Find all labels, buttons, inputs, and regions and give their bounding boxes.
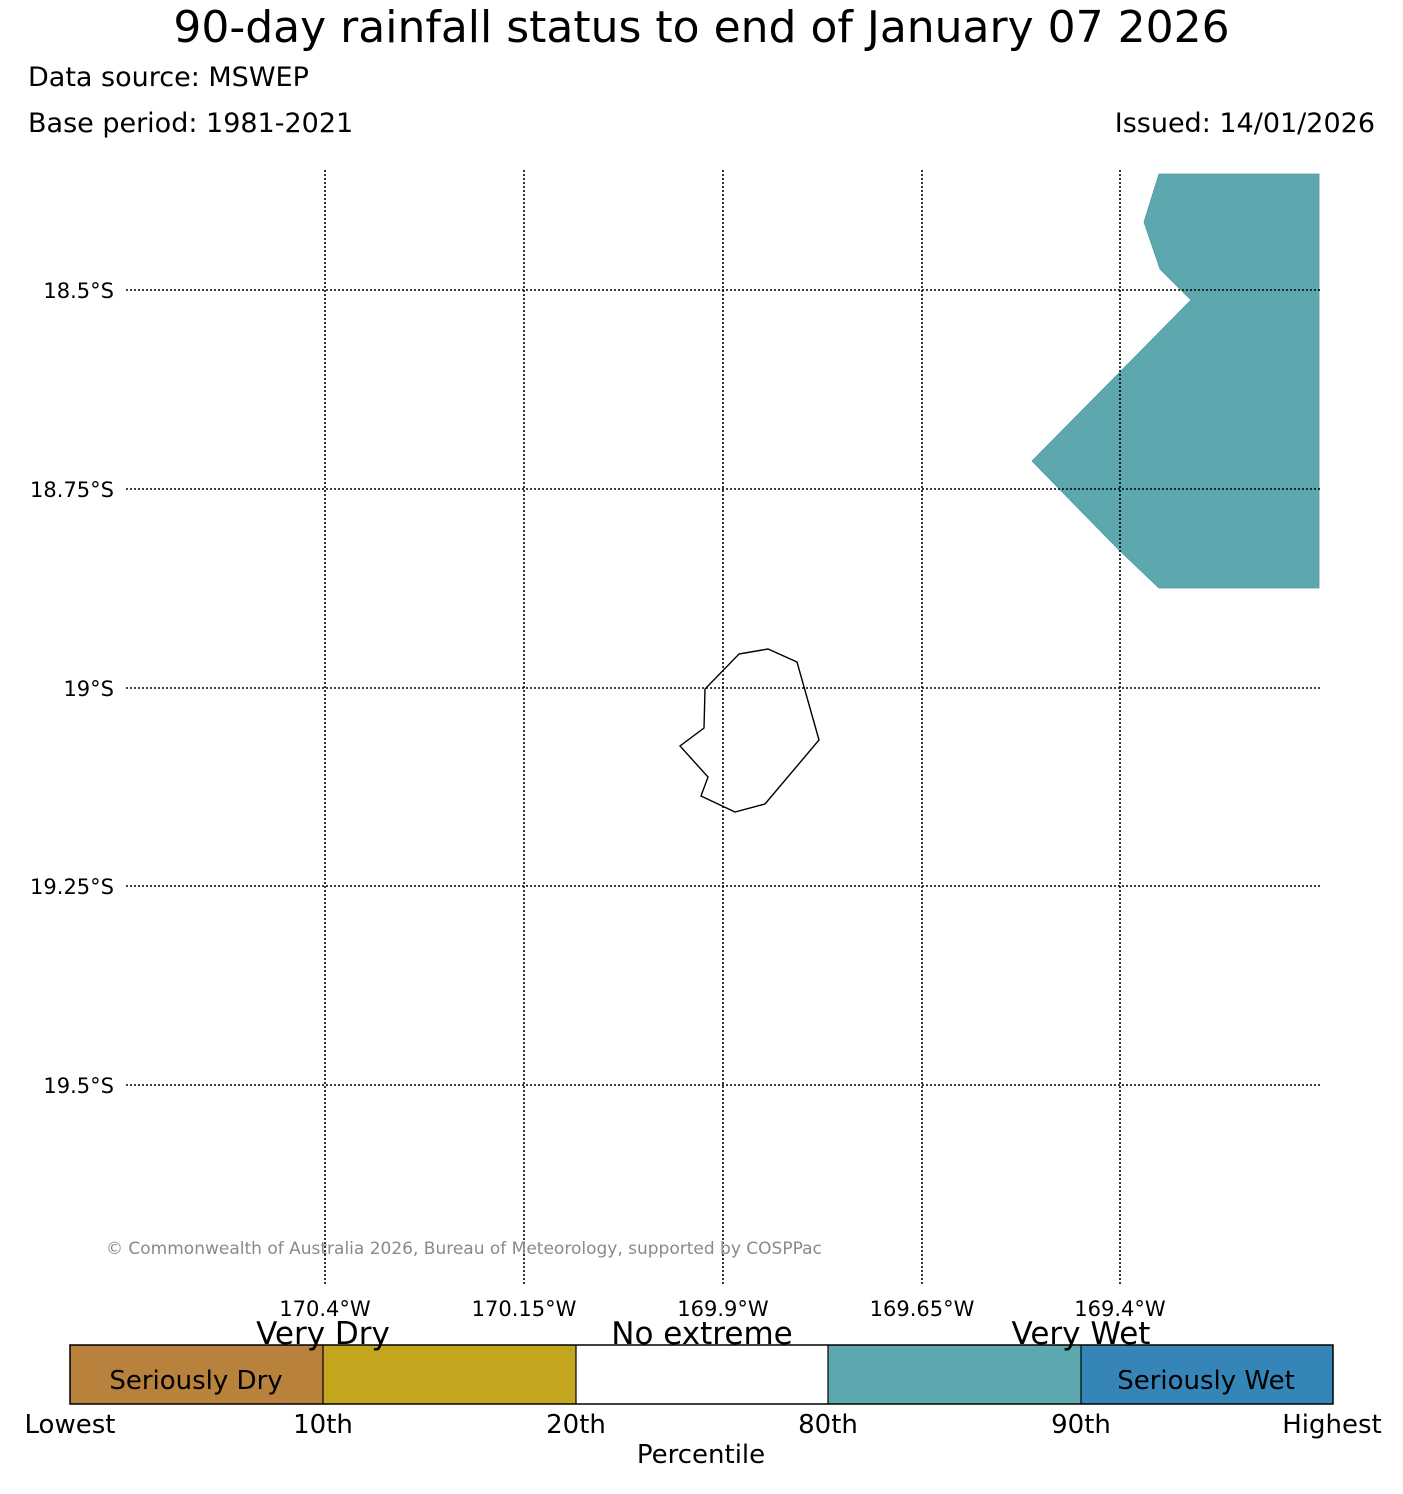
lat-label: 19°S (63, 677, 114, 701)
legend-label-very-wet: Very Wet (1011, 1316, 1151, 1352)
legend-label-very-dry: Very Dry (256, 1316, 390, 1352)
lat-label: 19.25°S (30, 875, 114, 899)
very-wet-region (1031, 173, 1320, 589)
legend-tick-20th: 20th (546, 1410, 606, 1440)
island-coastline (678, 648, 820, 813)
lon-label: 169.65°W (870, 1297, 975, 1321)
lat-label: 19.5°S (43, 1074, 114, 1098)
legend-tick-lowest: Lowest (24, 1410, 116, 1440)
legend-very-dry-swatch (323, 1345, 576, 1404)
legend-border (69, 1344, 1334, 1405)
legend-tick-90th: 90th (1051, 1410, 1111, 1440)
legend-tick-highest: Highest (1282, 1410, 1382, 1440)
lon-label: 170.15°W (472, 1297, 577, 1321)
latitude-labels: 18.5°S 18.75°S 19°S 19.25°S 19.5°S (30, 279, 114, 1098)
legend-label-no-extreme: No extreme (611, 1316, 793, 1352)
data-source-label: Data source: MSWEP (28, 62, 309, 93)
lon-label: 169.9°W (677, 1297, 769, 1321)
lon-label: 170.4°W (279, 1297, 371, 1321)
longitude-labels: 170.4°W 170.15°W 169.9°W 169.65°W 169.4°… (279, 1297, 1166, 1321)
lat-label: 18.75°S (30, 478, 114, 502)
lat-label: 18.5°S (43, 279, 114, 303)
legend-label-seriously-dry: Seriously Dry (109, 1366, 283, 1396)
lon-label: 169.4°W (1074, 1297, 1166, 1321)
legend-very-wet-swatch (828, 1345, 1081, 1404)
legend-label-seriously-wet: Seriously Wet (1117, 1366, 1295, 1396)
issued-date-label: Issued: 14/01/2026 (1114, 108, 1375, 139)
legend-seriously-wet-swatch (1081, 1345, 1333, 1404)
legend-seriously-dry-swatch (70, 1345, 323, 1404)
legend-tick-80th: 80th (798, 1410, 858, 1440)
legend-axis-label: Percentile (636, 1440, 766, 1470)
legend-tick-10th: 10th (293, 1410, 353, 1440)
map-title: 90-day rainfall status to end of January… (173, 2, 1230, 53)
copyright-notice: © Commonwealth of Australia 2026, Bureau… (106, 1239, 822, 1259)
legend-no-extreme-swatch (576, 1345, 828, 1404)
base-period-label: Base period: 1981-2021 (28, 108, 354, 139)
legend-colorbar (69, 1344, 1334, 1405)
longitude-gridlines (324, 170, 1121, 1285)
